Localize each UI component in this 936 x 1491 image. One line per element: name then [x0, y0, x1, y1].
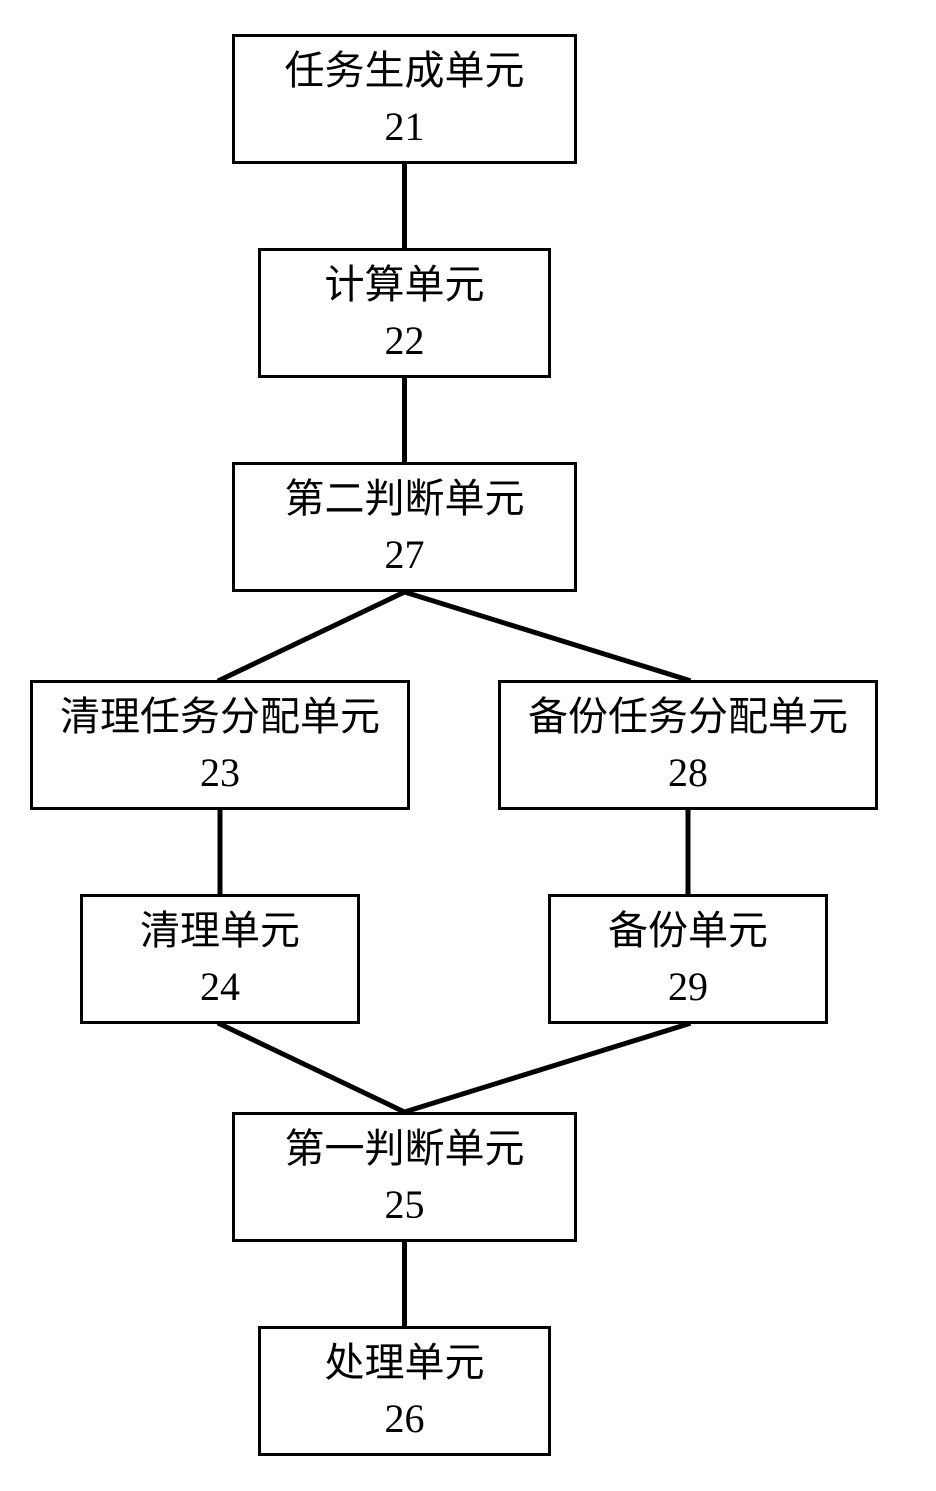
node-number: 26: [385, 1393, 425, 1445]
node-label: 计算单元: [325, 259, 485, 311]
node-label: 处理单元: [325, 1337, 485, 1389]
node-number: 24: [200, 961, 240, 1013]
node-label: 第二判断单元: [285, 473, 525, 525]
node-n28: 备份任务分配单元28: [498, 680, 878, 810]
node-label: 备份任务分配单元: [528, 691, 848, 743]
node-n29: 备份单元29: [548, 894, 828, 1024]
node-n25: 第一判断单元25: [232, 1112, 577, 1242]
node-number: 25: [385, 1179, 425, 1231]
node-label: 清理任务分配单元: [60, 691, 380, 743]
node-n23: 清理任务分配单元23: [30, 680, 410, 810]
node-label: 第一判断单元: [285, 1123, 525, 1175]
node-n27: 第二判断单元27: [232, 462, 577, 592]
node-number: 27: [385, 529, 425, 581]
flowchart-canvas: 任务生成单元21 计算单元22 第二判断单元27 清理任务分配单元23 备份任务分配单元…: [0, 0, 936, 1491]
edge-n27-n23: [220, 592, 405, 680]
node-label: 备份单元: [608, 905, 768, 957]
node-n24: 清理单元24: [80, 894, 360, 1024]
node-number: 21: [385, 101, 425, 153]
node-number: 22: [385, 315, 425, 367]
edge-n27-n28: [405, 592, 689, 680]
edge-n29-n25: [405, 1024, 689, 1112]
node-n22: 计算单元22: [258, 248, 551, 378]
node-number: 23: [200, 747, 240, 799]
node-number: 28: [668, 747, 708, 799]
node-label: 清理单元: [140, 905, 300, 957]
edge-n24-n25: [220, 1024, 405, 1112]
node-n26: 处理单元26: [258, 1326, 551, 1456]
node-number: 29: [668, 961, 708, 1013]
node-n21: 任务生成单元21: [232, 34, 577, 164]
node-label: 任务生成单元: [285, 45, 525, 97]
